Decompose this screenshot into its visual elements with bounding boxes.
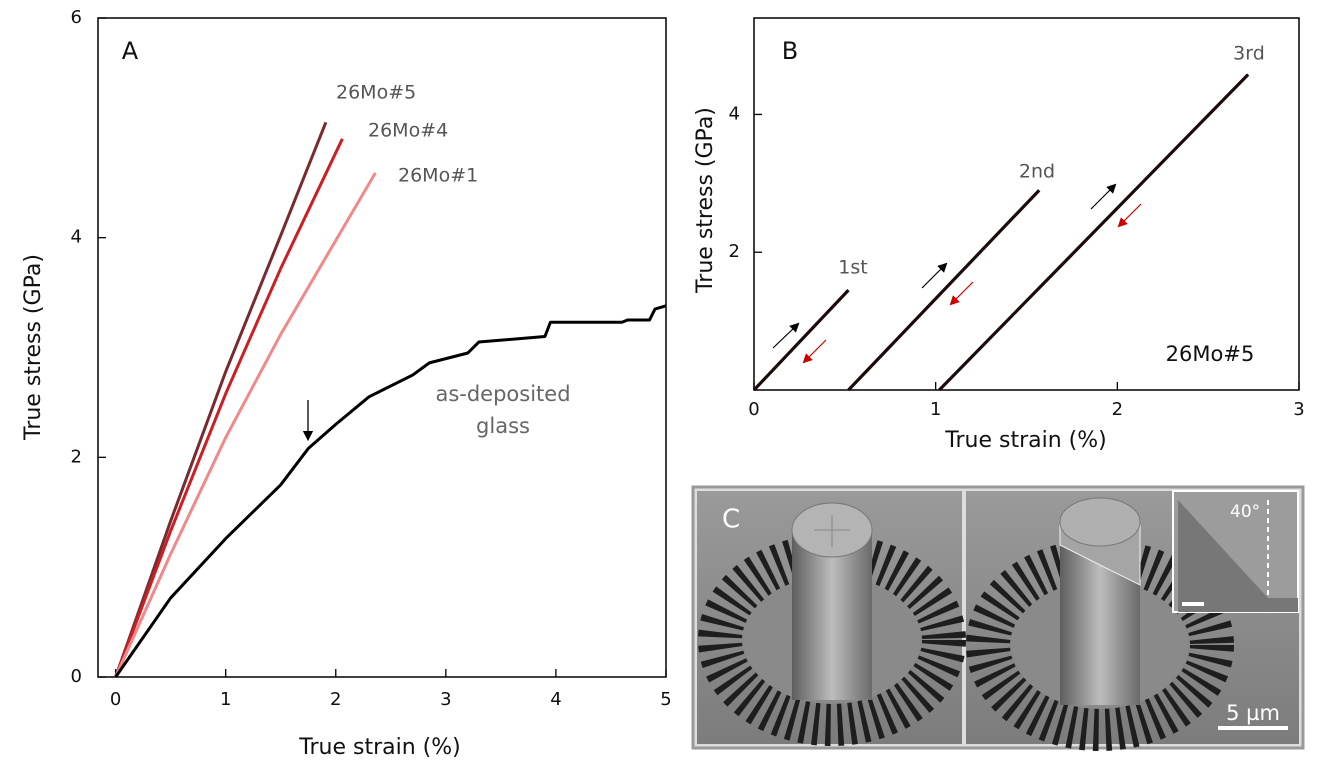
pillar bbox=[792, 530, 872, 700]
x-tick-label: 4 bbox=[550, 689, 561, 710]
series-label: 26Mo#5 bbox=[336, 82, 416, 104]
y-tick-label: 2 bbox=[729, 241, 740, 262]
x-axis-title: True strain (%) bbox=[944, 428, 1106, 453]
series-label: 26Mo#4 bbox=[368, 120, 448, 142]
pillar-top bbox=[1059, 497, 1141, 547]
x-tick-label: 5 bbox=[660, 689, 671, 710]
x-tick-label: 3 bbox=[440, 689, 451, 710]
y-tick-label: 0 bbox=[71, 666, 82, 687]
angle-label: 40° bbox=[1230, 502, 1260, 522]
series-label: 1st bbox=[838, 257, 867, 279]
sem-panel: C 40° 5 µm bbox=[691, 485, 1305, 751]
panel-label: C bbox=[722, 505, 740, 535]
x-tick-label: 2 bbox=[330, 689, 341, 710]
trench bbox=[966, 539, 1234, 751]
series-label: 3rd bbox=[1233, 43, 1265, 65]
x-tick-label: 0 bbox=[748, 399, 759, 420]
x-tick-label: 1 bbox=[930, 399, 941, 420]
loading-arrow bbox=[772, 322, 800, 349]
y-tick-label: 2 bbox=[71, 446, 82, 467]
y-tick-label: 4 bbox=[729, 103, 740, 124]
loading-arrow bbox=[921, 262, 948, 289]
sample-label: 26Mo#5 bbox=[1166, 342, 1255, 366]
x-tick-label: 3 bbox=[1293, 399, 1304, 420]
series-line bbox=[938, 73, 1250, 392]
series-line bbox=[114, 172, 377, 678]
plot-frame bbox=[753, 17, 1300, 391]
x-axis-title: True strain (%) bbox=[298, 735, 460, 760]
series-line bbox=[114, 121, 328, 678]
x-tick-label: 1 bbox=[220, 689, 231, 710]
y-tick-label: 4 bbox=[71, 227, 82, 248]
series-line bbox=[847, 189, 1041, 392]
series-label: as-deposited glass bbox=[435, 382, 571, 438]
unloading-arrow bbox=[1117, 203, 1142, 228]
y-axis-title: True stress (GPa) bbox=[21, 254, 46, 441]
series-label: 2nd bbox=[1019, 161, 1055, 183]
unloading-arrow bbox=[802, 339, 827, 364]
series-line bbox=[114, 138, 344, 678]
plot-frame bbox=[97, 17, 667, 678]
x-tick-label: 0 bbox=[110, 689, 121, 710]
series-line bbox=[752, 289, 850, 392]
y-tick-label: 6 bbox=[71, 7, 82, 28]
loading-arrow bbox=[1090, 183, 1117, 210]
scale-label: 5 µm bbox=[1226, 701, 1280, 725]
x-tick-label: 2 bbox=[1112, 399, 1123, 420]
inset-shape bbox=[1178, 500, 1298, 612]
trench bbox=[698, 534, 966, 746]
unloading-arrow bbox=[949, 281, 974, 306]
panel-label: A bbox=[122, 37, 139, 65]
panel-label: B bbox=[782, 37, 798, 65]
y-axis-title: True stress (GPa) bbox=[693, 107, 718, 294]
series-line bbox=[114, 304, 667, 678]
series-label: 26Mo#1 bbox=[398, 165, 478, 187]
